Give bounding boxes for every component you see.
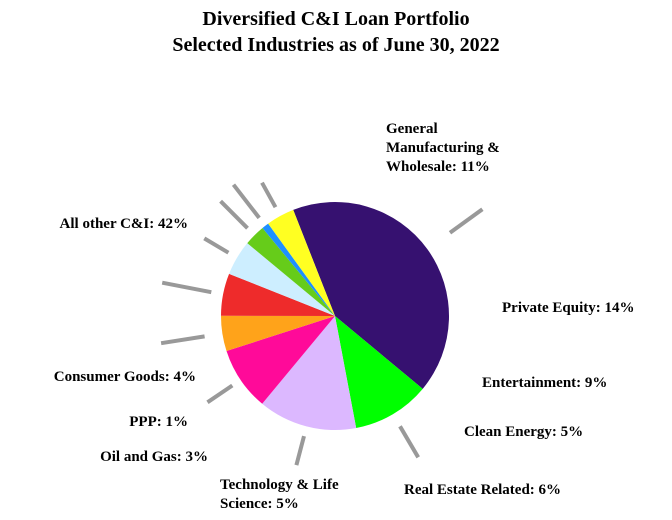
pie-slice — [226, 316, 335, 404]
leader-line — [160, 334, 205, 346]
slice-label-line: Entertainment: 9% — [482, 375, 607, 391]
slice-label-line: All other C&I: 42% — [60, 216, 188, 232]
leader-lines — [160, 181, 484, 466]
pie-slice — [262, 316, 357, 431]
slice-label-line: Wholesale: 11% — [386, 159, 490, 175]
slice-label-line: Technology & Life — [220, 477, 339, 493]
pie-slice — [262, 223, 335, 316]
slice-label-line: Oil and Gas: 3% — [100, 449, 208, 465]
leader-line — [448, 207, 484, 235]
leader-line — [219, 199, 249, 230]
chart-title: Diversified C&I Loan Portfolio — [202, 8, 469, 30]
pie-slice — [268, 209, 335, 316]
leader-line — [294, 435, 306, 466]
slice-label-line: Private Equity: 14% — [502, 300, 635, 316]
slice-label: General Manufacturing & Wholesale: 11% — [386, 121, 500, 175]
slice-label: Consumer Goods: 4% — [54, 369, 196, 385]
slice-label-line: Clean Energy: 5% — [464, 424, 583, 440]
slice-label-line: Science: 5% — [220, 496, 299, 512]
pie-slice — [293, 201, 450, 389]
slice-label-line: Consumer Goods: 4% — [54, 369, 196, 385]
slice-label: Entertainment: 9% — [482, 375, 607, 391]
leader-line — [206, 383, 234, 404]
slice-label: Private Equity: 14% — [502, 300, 635, 316]
chart-subtitle: Selected Industries as of June 30, 2022 — [172, 34, 499, 56]
slice-label-line: Manufacturing & — [386, 140, 500, 156]
slice-labels: All other C&I: 42% General Manufacturing &… — [54, 121, 635, 512]
pie-slice — [220, 315, 335, 352]
leader-line — [398, 425, 420, 459]
slice-label: Clean Energy: 5% — [464, 424, 583, 440]
pie-slice — [221, 273, 335, 316]
pie-slice — [335, 316, 423, 429]
slice-label: Technology & Life Science: 5% — [220, 477, 339, 512]
slice-label: All other C&I: 42% — [60, 216, 188, 232]
pie-slice — [247, 228, 335, 316]
slice-label: Oil and Gas: 3% — [100, 449, 208, 465]
pie-slice — [229, 243, 335, 316]
leader-line — [231, 183, 261, 220]
pie-slices — [220, 201, 450, 431]
slice-label: Real Estate Related: 6% — [404, 482, 561, 498]
slice-label-line: General — [386, 121, 438, 137]
leader-line — [260, 181, 278, 209]
leader-line — [161, 280, 212, 295]
leader-line — [203, 236, 230, 255]
slice-label-line: PPP: 1% — [129, 414, 188, 430]
slice-label-line: Real Estate Related: 6% — [404, 482, 561, 498]
slice-label: PPP: 1% — [129, 414, 188, 430]
